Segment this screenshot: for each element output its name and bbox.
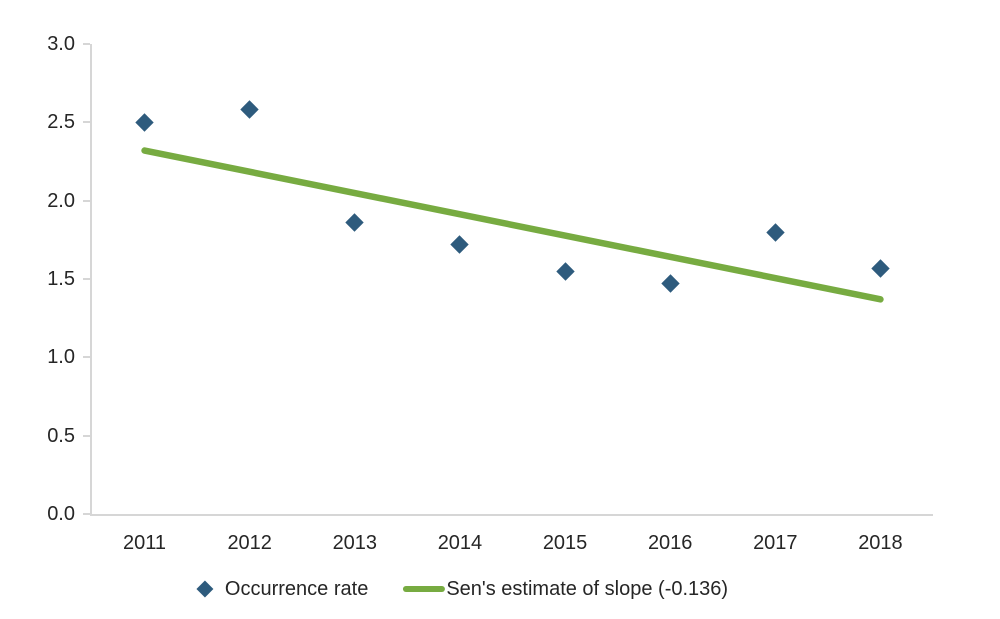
legend-label-sens-slope: Sen's estimate of slope (-0.136) — [446, 578, 729, 600]
legend-item-sens-slope: Sen's estimate of slope (-0.136) — [403, 577, 728, 601]
y-axis-tick-label: 1.0 — [47, 346, 75, 369]
y-axis-tick-label: 0.0 — [47, 503, 75, 525]
data-point-2014 — [450, 235, 470, 254]
data-point-2013 — [345, 213, 365, 232]
data-point-2017 — [766, 222, 785, 242]
data-point-2018 — [871, 258, 890, 278]
y-axis-tick-label: 3.0 — [47, 33, 75, 55]
y-axis-tick — [83, 199, 90, 202]
data-point-2016 — [660, 274, 680, 293]
x-axis-tick-label: 2018 — [858, 532, 903, 554]
y-axis-tick — [83, 43, 90, 45]
y-axis-tick-label: 1.5 — [47, 268, 75, 290]
legend-label-occurrence-rate: Occurrence rate — [224, 578, 369, 600]
x-axis-tick-label: 2012 — [227, 532, 272, 554]
y-axis-tick-label: 2.5 — [47, 111, 75, 134]
y-axis-tick — [83, 434, 90, 437]
y-axis-tick — [83, 121, 90, 124]
x-axis-tick-label: 2015 — [542, 532, 588, 554]
x-axis-tick-label: 2017 — [753, 532, 798, 554]
x-axis-tick-label: 2014 — [437, 532, 483, 554]
x-axis-tick-label: 2011 — [123, 532, 167, 554]
data-point-2011 — [135, 113, 154, 132]
trend-line-swatch-icon — [403, 586, 446, 592]
y-axis-tick — [83, 278, 90, 280]
x-axis-line — [90, 514, 933, 516]
data-point-2015 — [555, 261, 575, 281]
y-axis-tick-label: 2.0 — [47, 189, 75, 212]
sens-slope-trend-line — [141, 147, 884, 303]
x-axis-tick-label: 2013 — [332, 532, 378, 554]
x-axis-tick-label: 2016 — [647, 532, 693, 554]
diamond-marker-icon — [196, 580, 214, 598]
legend: Occurrence rate Sen's estimate of slope … — [196, 577, 728, 601]
legend-item-occurrence-rate: Occurrence rate — [196, 577, 368, 601]
y-axis-line — [90, 44, 92, 516]
y-axis-tick — [83, 513, 90, 515]
y-axis-tick — [83, 356, 90, 359]
data-point-2012 — [240, 100, 259, 119]
y-axis-tick-label: 0.5 — [47, 424, 75, 447]
